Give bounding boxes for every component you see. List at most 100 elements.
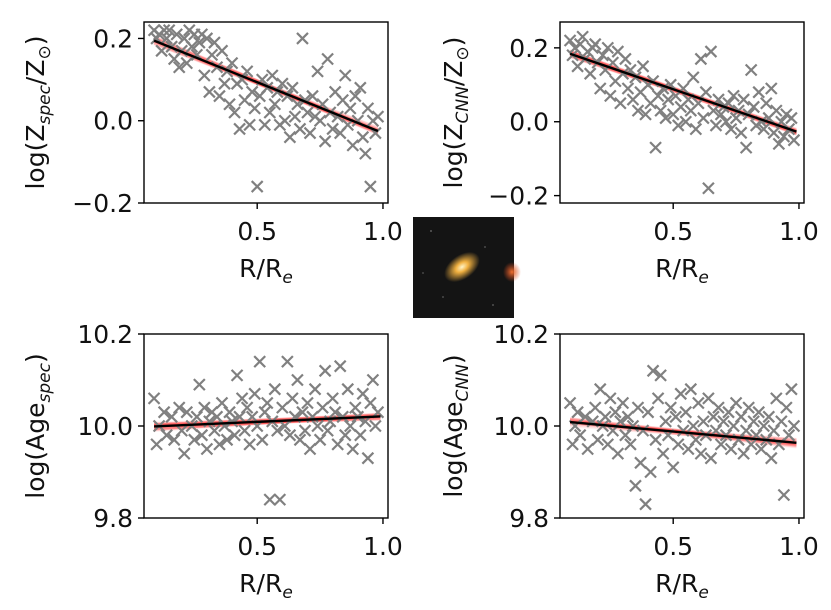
thumbnail-star bbox=[492, 304, 494, 306]
data-point-marker bbox=[311, 65, 324, 78]
data-points bbox=[563, 30, 801, 195]
data-point-marker bbox=[293, 122, 307, 136]
x-tick-label: 0.5 bbox=[653, 217, 693, 246]
data-point-marker bbox=[770, 392, 783, 405]
data-point-marker bbox=[157, 23, 171, 37]
data-point-marker bbox=[722, 405, 735, 419]
data-point-marker bbox=[619, 428, 632, 442]
data-point-marker bbox=[160, 428, 173, 442]
data-point-marker bbox=[631, 104, 645, 117]
data-point-marker bbox=[581, 442, 594, 456]
data-point-marker bbox=[714, 438, 728, 451]
data-point-marker bbox=[160, 32, 173, 45]
panel-agespec: 0.5 1.0 9.8 10.0 10.2 R/Re log(Agespec) bbox=[21, 320, 403, 603]
data-point-marker bbox=[240, 65, 254, 78]
data-point-marker bbox=[260, 396, 274, 410]
data-point-marker bbox=[596, 48, 610, 62]
data-point-marker bbox=[266, 69, 279, 82]
data-point-marker bbox=[629, 479, 642, 493]
data-point-marker bbox=[268, 97, 282, 111]
data-point-marker bbox=[666, 461, 680, 474]
data-point-marker bbox=[150, 438, 163, 451]
data-point-marker bbox=[318, 135, 332, 148]
data-point-marker bbox=[684, 382, 698, 396]
data-point-marker bbox=[311, 419, 324, 433]
data-point-marker bbox=[573, 428, 587, 442]
data-point-marker bbox=[724, 122, 738, 136]
data-point-marker bbox=[293, 433, 307, 447]
data-point-marker bbox=[273, 493, 287, 506]
data-point-marker bbox=[316, 401, 329, 414]
data-point-marker bbox=[624, 438, 637, 451]
data-point-marker bbox=[303, 442, 317, 456]
data-point-marker bbox=[328, 405, 342, 419]
data-point-marker bbox=[702, 392, 715, 405]
fit-line bbox=[569, 420, 797, 444]
data-point-marker bbox=[707, 410, 720, 424]
data-point-marker bbox=[621, 410, 635, 424]
data-point-marker bbox=[255, 433, 269, 447]
data-point-marker bbox=[208, 424, 221, 437]
data-point-marker bbox=[220, 433, 234, 447]
data-point-marker bbox=[654, 369, 667, 382]
data-point-marker bbox=[338, 428, 352, 442]
data-point-marker bbox=[203, 85, 216, 99]
data-point-marker bbox=[687, 419, 700, 433]
data-point-marker bbox=[333, 359, 347, 373]
data-point-marker bbox=[646, 364, 660, 378]
data-point-marker bbox=[308, 382, 322, 396]
thumbnail-star bbox=[422, 272, 424, 274]
data-point-marker bbox=[727, 89, 740, 103]
data-point-marker bbox=[661, 93, 675, 106]
data-point-marker bbox=[172, 60, 186, 74]
data-point-marker bbox=[777, 488, 791, 502]
x-tick-label: 0.5 bbox=[237, 217, 277, 246]
data-point-marker bbox=[782, 428, 796, 442]
data-point-marker bbox=[321, 52, 334, 66]
data-point-marker bbox=[636, 60, 650, 73]
data-point-marker bbox=[175, 424, 189, 437]
data-point-marker bbox=[604, 89, 617, 103]
data-point-marker bbox=[193, 36, 206, 49]
data-point-marker bbox=[170, 28, 183, 41]
data-point-marker bbox=[599, 410, 612, 424]
data-point-marker bbox=[291, 373, 304, 387]
thumbnail-star bbox=[442, 296, 444, 298]
data-point-marker bbox=[578, 410, 592, 424]
data-point-marker bbox=[682, 442, 695, 456]
data-point-marker bbox=[583, 67, 597, 80]
x-tick-label: 1.0 bbox=[779, 217, 819, 246]
y-axis-label: log(Agespec) bbox=[21, 353, 55, 498]
data-point-marker bbox=[687, 71, 700, 84]
data-point-marker bbox=[258, 118, 272, 132]
data-points bbox=[147, 355, 385, 506]
data-point-marker bbox=[747, 100, 760, 114]
data-point-marker bbox=[263, 493, 277, 506]
data-point-marker bbox=[278, 114, 292, 128]
data-point-marker bbox=[213, 89, 226, 103]
data-point-marker bbox=[651, 89, 665, 103]
data-point-marker bbox=[228, 428, 241, 442]
data-point-marker bbox=[157, 405, 171, 419]
data-point-marker bbox=[180, 56, 194, 70]
x-tick-label: 1.0 bbox=[779, 532, 819, 561]
data-point-marker bbox=[616, 396, 630, 410]
data-point-marker bbox=[286, 81, 299, 95]
data-point-marker bbox=[692, 396, 705, 410]
y-axis-label: log(AgeCNN) bbox=[439, 354, 473, 497]
data-point-marker bbox=[258, 405, 272, 419]
data-point-marker bbox=[752, 405, 765, 419]
y-tick-label: 10.0 bbox=[77, 412, 133, 441]
data-point-marker bbox=[767, 126, 781, 140]
data-point-marker bbox=[631, 401, 645, 414]
data-point-marker bbox=[364, 180, 377, 193]
data-point-marker bbox=[356, 130, 370, 144]
data-point-marker bbox=[243, 118, 256, 132]
y-axis-label: log(ZCNN/Z⊙) bbox=[439, 37, 473, 189]
data-point-marker bbox=[659, 111, 672, 125]
fit-line bbox=[154, 415, 381, 428]
data-point-marker bbox=[155, 44, 168, 58]
data-point-marker bbox=[694, 52, 708, 66]
data-point-marker bbox=[739, 141, 753, 154]
data-point-marker bbox=[371, 110, 385, 123]
